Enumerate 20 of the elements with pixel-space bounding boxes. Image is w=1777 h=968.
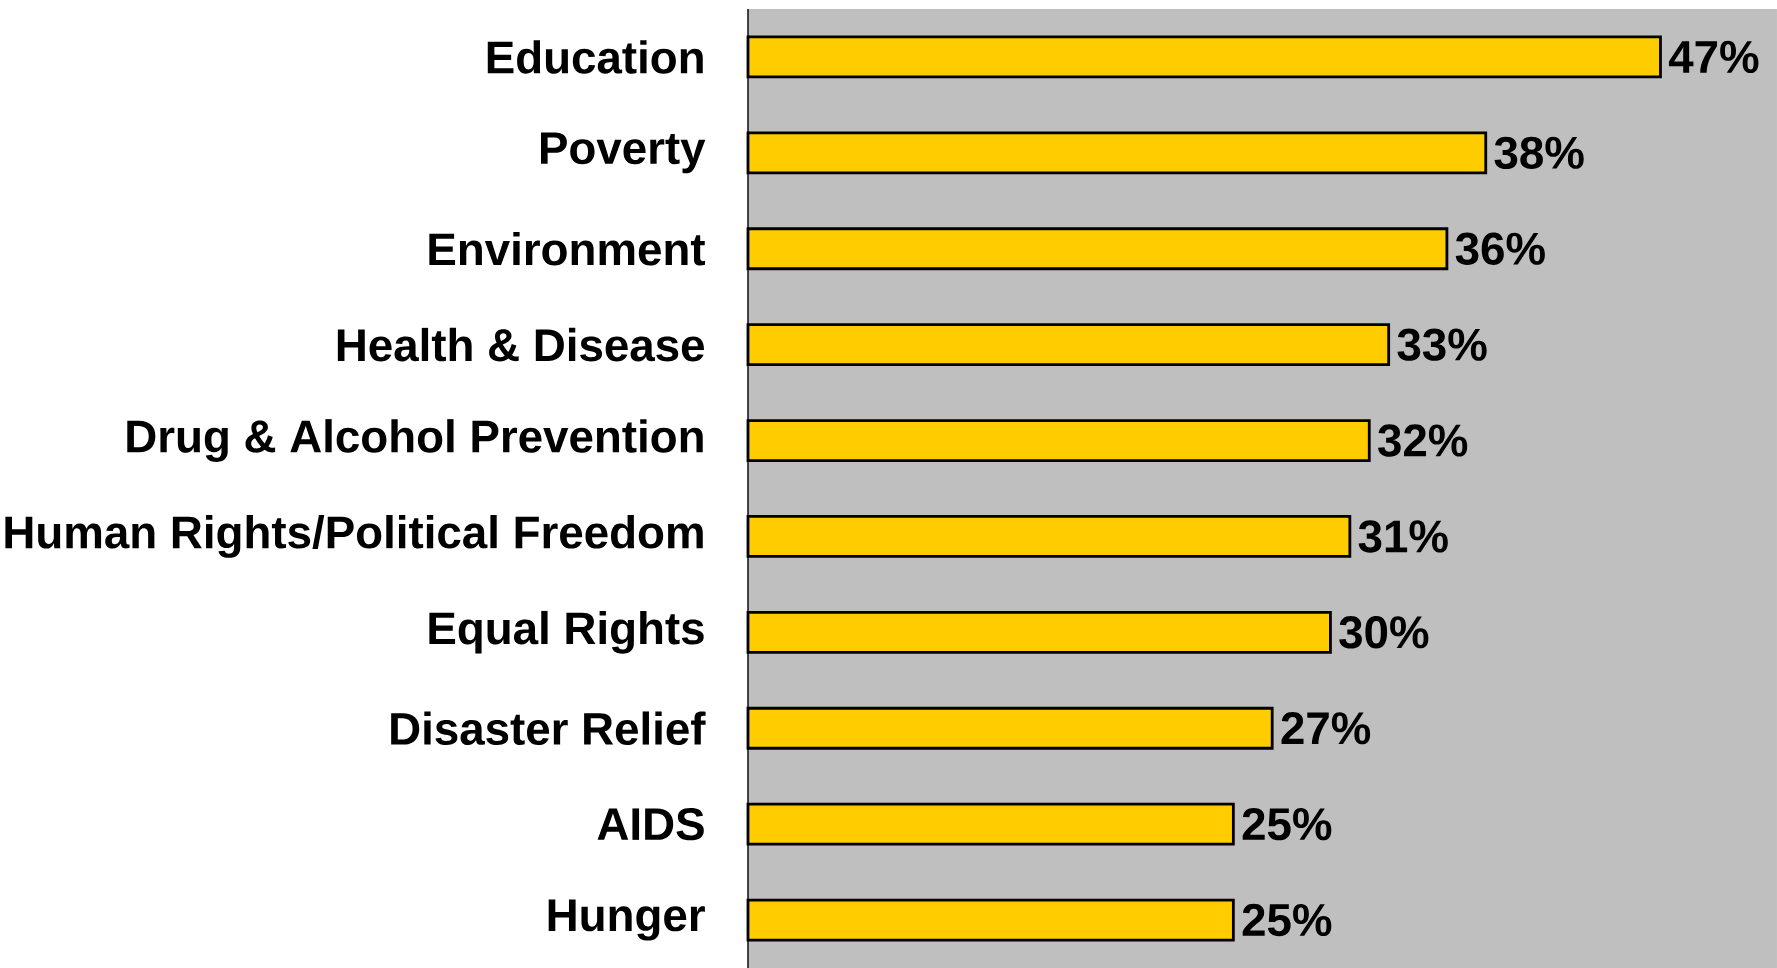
- data-label: 36%: [1455, 232, 1545, 265]
- data-label: 27%: [1281, 712, 1371, 745]
- data-label: 25%: [1242, 807, 1332, 841]
- y-tick-label: Hunger: [548, 899, 705, 941]
- data-label: 33%: [1397, 328, 1487, 361]
- y-tick-label: Drug & Alcohol Prevention: [127, 419, 703, 462]
- y-tick-label: Disaster Relief: [391, 711, 706, 746]
- y-tick-label: Human Rights/Political Freedom: [5, 515, 703, 558]
- data-label: 47%: [1668, 40, 1759, 74]
- y-tick-label: Environment: [429, 231, 706, 266]
- data-label: 31%: [1358, 520, 1448, 553]
- y-tick-label: Poverty: [541, 132, 706, 174]
- data-label: 38%: [1494, 136, 1584, 170]
- data-label: 30%: [1339, 616, 1429, 649]
- y-tick-label: AIDS: [597, 807, 704, 841]
- data-label: 32%: [1378, 424, 1468, 457]
- y-tick-label: Equal Rights: [429, 610, 704, 654]
- y-tick-label: Health & Disease: [337, 327, 704, 362]
- y-tick-label: Education: [487, 40, 703, 74]
- data-label: 25%: [1242, 903, 1332, 937]
